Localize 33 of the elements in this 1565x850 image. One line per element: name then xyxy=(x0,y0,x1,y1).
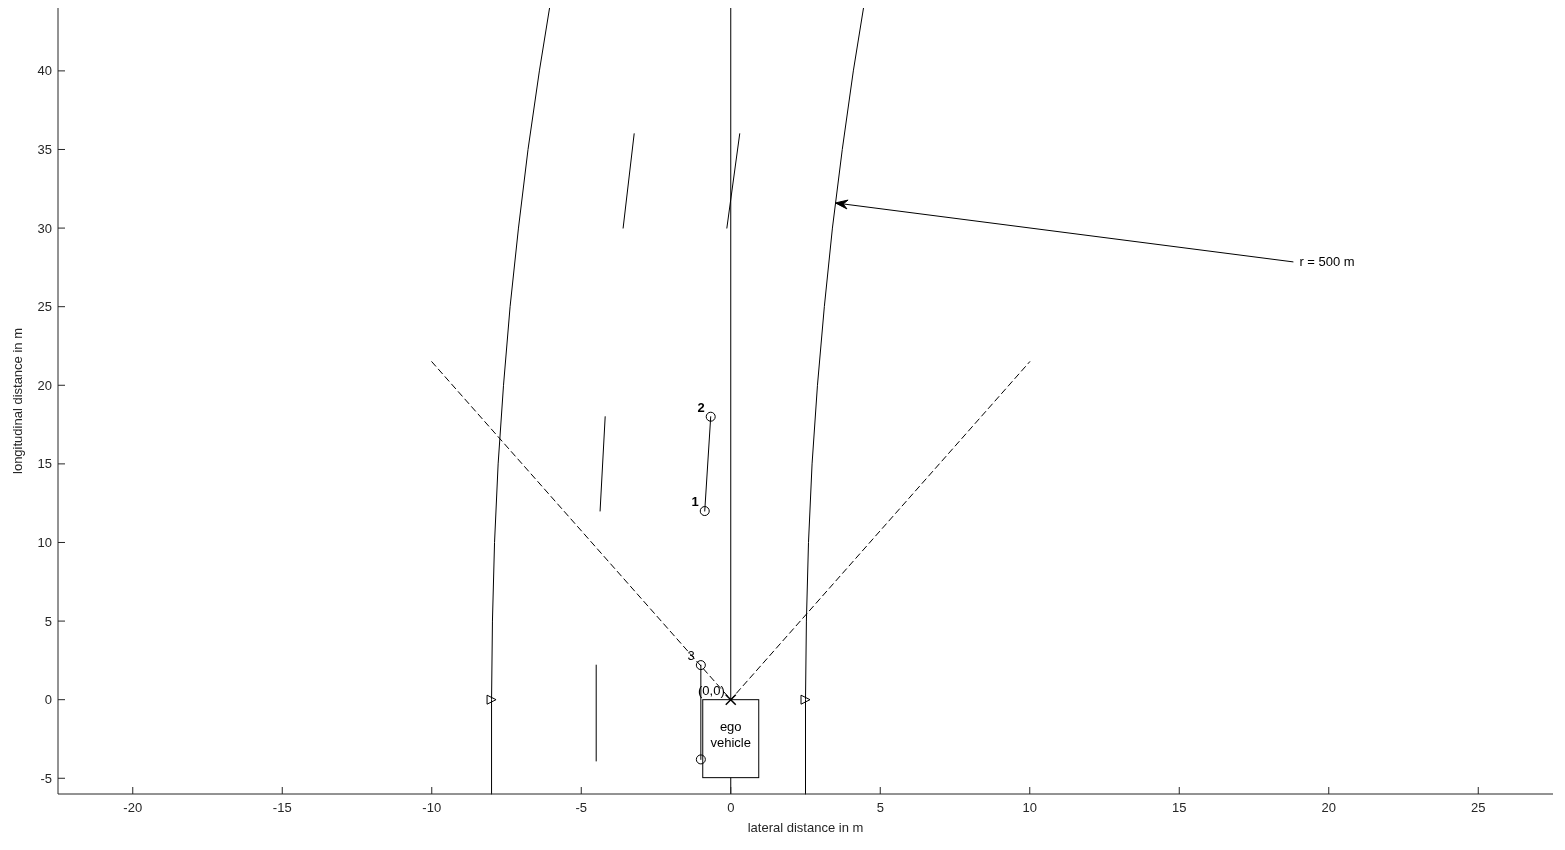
x-axis-title: lateral distance in m xyxy=(747,820,864,835)
annotation: 1 xyxy=(691,494,699,510)
point xyxy=(695,754,706,765)
y-tick-label: 20 xyxy=(37,377,52,393)
annotation: ego vehicle xyxy=(710,718,751,750)
x-tick-label: -20 xyxy=(123,800,143,815)
y-tick-label: 25 xyxy=(37,299,52,315)
y-tick-label: 10 xyxy=(37,534,52,550)
x-tick-label: 20 xyxy=(1321,800,1336,815)
point xyxy=(486,694,497,705)
y-tick-label: 5 xyxy=(44,613,52,629)
annotation: 2 xyxy=(697,399,705,415)
x-tick-label: -15 xyxy=(272,800,292,815)
y-tick-label: 40 xyxy=(37,63,52,79)
y-tick-label: 30 xyxy=(37,220,52,236)
point xyxy=(699,506,710,517)
x-tick-label: 5 xyxy=(876,800,884,815)
y-tick-label: -5 xyxy=(40,770,52,786)
x-tick-label: 10 xyxy=(1022,800,1037,815)
y-tick-label: 15 xyxy=(37,456,52,472)
point xyxy=(800,694,811,705)
y-axis-title: longitudinal distance in m xyxy=(10,328,25,474)
annotation: r = 500 m xyxy=(1299,253,1355,269)
y-tick-label: 35 xyxy=(37,141,52,157)
x-tick-label: 0 xyxy=(727,800,735,815)
y-tick-label: 0 xyxy=(44,692,52,708)
point xyxy=(705,411,716,422)
point xyxy=(725,693,737,706)
x-tick-label: 25 xyxy=(1471,800,1486,815)
x-tick-label: -10 xyxy=(422,800,442,815)
x-tick-label: -5 xyxy=(575,800,588,815)
x-tick-label: 15 xyxy=(1172,800,1187,815)
point xyxy=(695,660,706,671)
